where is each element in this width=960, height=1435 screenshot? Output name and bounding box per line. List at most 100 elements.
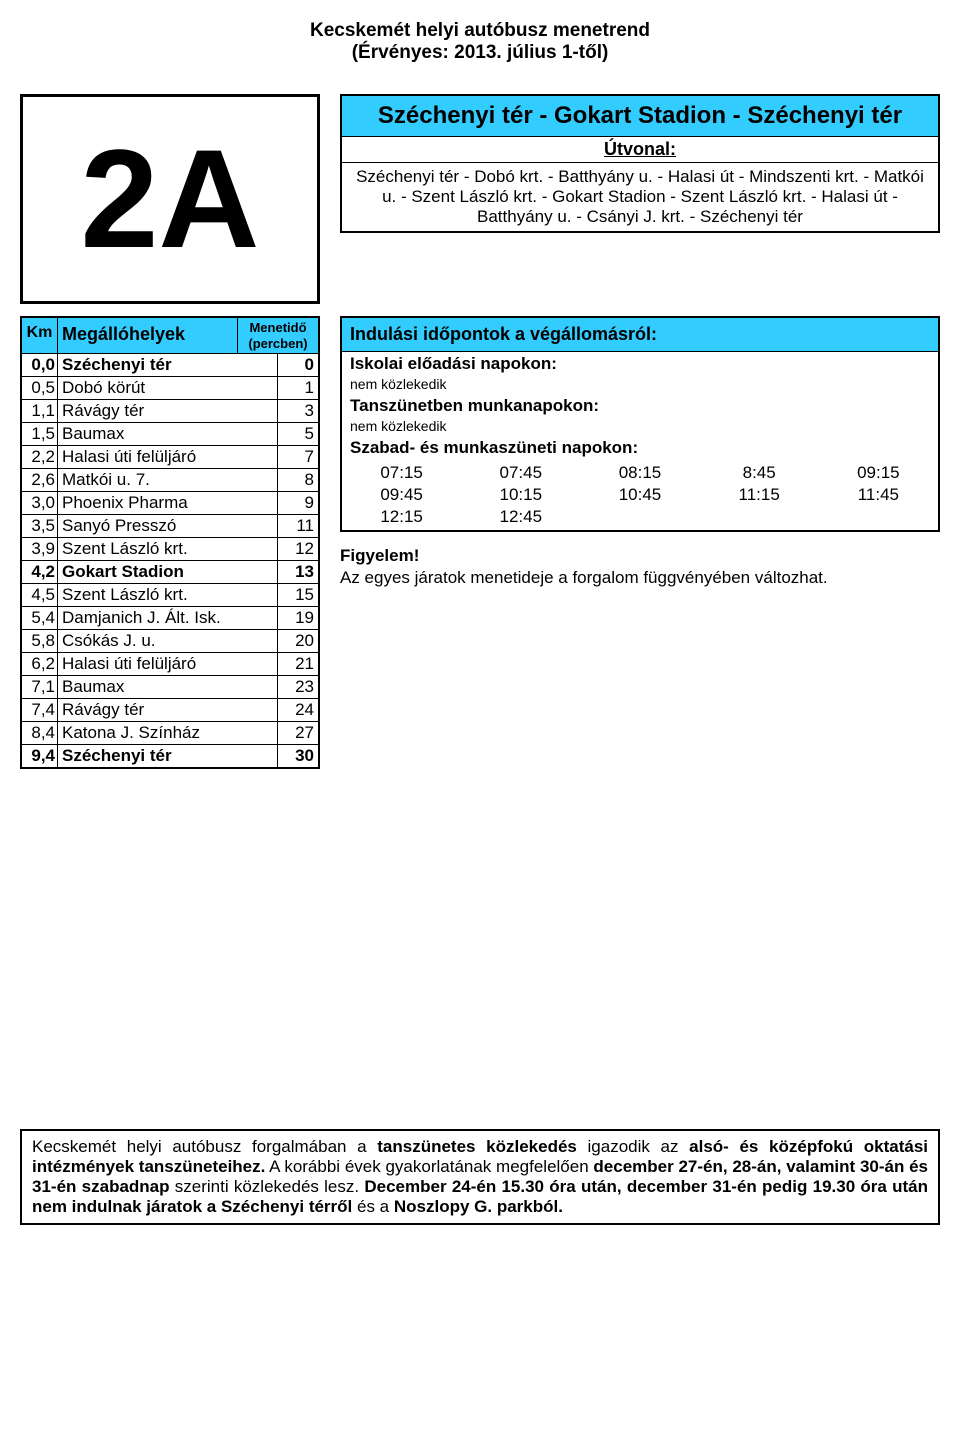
table-row: 3,9Szent László krt.12 xyxy=(22,538,318,561)
table-row: 7,1Baumax23 xyxy=(22,676,318,699)
page-title: Kecskemét helyi autóbusz menetrend (Érvé… xyxy=(20,20,940,64)
time-cell: 23 xyxy=(278,676,318,698)
route-info-box: Széchenyi tér - Gokart Stadion - Széchen… xyxy=(340,94,940,233)
km-cell: 0,5 xyxy=(22,377,58,399)
time-cell: 19 xyxy=(278,607,318,629)
table-row: 0,5Dobó körút1 xyxy=(22,377,318,400)
km-cell: 4,5 xyxy=(22,584,58,606)
time-value: 09:45 xyxy=(342,484,461,506)
departures-box: Indulási időpontok a végállomásról: Isko… xyxy=(340,316,940,532)
km-cell: 5,8 xyxy=(22,630,58,652)
footer-text: Kecskemét helyi autóbusz forgalmában a xyxy=(32,1137,377,1156)
km-cell: 7,1 xyxy=(22,676,58,698)
time-value: 09:15 xyxy=(819,462,938,484)
table-row: 6,2Halasi úti felüljáró21 xyxy=(22,653,318,676)
name-cell: Szent László krt. xyxy=(58,538,278,560)
table-row: 4,2Gokart Stadion13 xyxy=(22,561,318,584)
name-cell: Baumax xyxy=(58,423,278,445)
name-cell: Halasi úti felüljáró xyxy=(58,446,278,468)
km-header: Km xyxy=(22,318,58,353)
name-cell: Katona J. Színház xyxy=(58,722,278,744)
break-days-note: nem közlekedik xyxy=(342,418,938,436)
table-row: 2,6Matkói u. 7.8 xyxy=(22,469,318,492)
table-row: 9,4Széchenyi tér30 xyxy=(22,745,318,767)
time-value: 10:15 xyxy=(461,484,580,506)
km-cell: 9,4 xyxy=(22,745,58,767)
time-cell: 8 xyxy=(278,469,318,491)
km-cell: 5,4 xyxy=(22,607,58,629)
km-cell: 3,5 xyxy=(22,515,58,537)
footer-text3: A korábbi évek gyakorlatának megfelelően xyxy=(265,1157,593,1176)
table-row: 8,4Katona J. Színház27 xyxy=(22,722,318,745)
footer-bold5: Noszlopy G. parkból. xyxy=(394,1197,563,1216)
time-cell: 27 xyxy=(278,722,318,744)
time-value: 11:45 xyxy=(819,484,938,506)
name-cell: Dobó körút xyxy=(58,377,278,399)
time-value: 12:15 xyxy=(342,506,461,528)
holiday-days-label: Szabad- és munkaszüneti napokon: xyxy=(342,436,938,460)
km-cell: 2,6 xyxy=(22,469,58,491)
footer-bold1: tanszünetes közlekedés xyxy=(377,1137,577,1156)
table-row: 5,4Damjanich J. Ált. Isk.19 xyxy=(22,607,318,630)
name-cell: Széchenyi tér xyxy=(58,745,278,767)
table-row: 2,2Halasi úti felüljáró7 xyxy=(22,446,318,469)
time-cell: 15 xyxy=(278,584,318,606)
table-row: 3,5Sanyó Presszó11 xyxy=(22,515,318,538)
km-cell: 6,2 xyxy=(22,653,58,675)
name-cell: Halasi úti felüljáró xyxy=(58,653,278,675)
table-row: 0,0Széchenyi tér0 xyxy=(22,354,318,377)
notice-text: Az egyes járatok menetideje a forgalom f… xyxy=(340,568,940,588)
table-row: 7,4Rávágy tér24 xyxy=(22,699,318,722)
km-cell: 0,0 xyxy=(22,354,58,376)
time-cell: 11 xyxy=(278,515,318,537)
school-days-note: nem közlekedik xyxy=(342,376,938,394)
time-value: 10:45 xyxy=(580,484,699,506)
name-cell: Szent László krt. xyxy=(58,584,278,606)
name-cell: Rávágy tér xyxy=(58,699,278,721)
time-cell: 30 xyxy=(278,745,318,767)
km-cell: 1,5 xyxy=(22,423,58,445)
title-line2: (Érvényes: 2013. július 1-től) xyxy=(20,42,940,64)
name-cell: Rávágy tér xyxy=(58,400,278,422)
time-value: 07:45 xyxy=(461,462,580,484)
footer-text5: és a xyxy=(352,1197,394,1216)
time-value: 07:15 xyxy=(342,462,461,484)
km-cell: 7,4 xyxy=(22,699,58,721)
notice-box: Figyelem! Az egyes járatok menetideje a … xyxy=(340,546,940,588)
time-cell: 9 xyxy=(278,492,318,514)
name-header: Megállóhelyek xyxy=(58,318,238,353)
time-cell: 21 xyxy=(278,653,318,675)
time-value: 12:45 xyxy=(461,506,580,528)
break-days-label: Tanszünetben munkanapokon: xyxy=(342,394,938,418)
route-title: Széchenyi tér - Gokart Stadion - Széchen… xyxy=(342,96,938,137)
table-row: 1,1Rávágy tér3 xyxy=(22,400,318,423)
table-row: 5,8Csókás J. u.20 xyxy=(22,630,318,653)
table-row: 1,5Baumax5 xyxy=(22,423,318,446)
time-cell: 12 xyxy=(278,538,318,560)
footer-text2: igazodik az xyxy=(577,1137,689,1156)
title-line1: Kecskemét helyi autóbusz menetrend xyxy=(20,20,940,42)
km-cell: 8,4 xyxy=(22,722,58,744)
name-cell: Phoenix Pharma xyxy=(58,492,278,514)
table-row: 3,0Phoenix Pharma9 xyxy=(22,492,318,515)
time-cell: 3 xyxy=(278,400,318,422)
time-cell: 7 xyxy=(278,446,318,468)
time-value: 8:45 xyxy=(700,462,819,484)
time-cell: 20 xyxy=(278,630,318,652)
name-cell: Csókás J. u. xyxy=(58,630,278,652)
km-cell: 3,0 xyxy=(22,492,58,514)
route-utvonal-label: Útvonal: xyxy=(342,137,938,163)
route-description: Széchenyi tér - Dobó krt. - Batthyány u.… xyxy=(342,163,938,231)
km-cell: 3,9 xyxy=(22,538,58,560)
time-cell: 13 xyxy=(278,561,318,583)
time-value: 11:15 xyxy=(700,484,819,506)
footer-notice: Kecskemét helyi autóbusz forgalmában a t… xyxy=(20,1129,940,1225)
name-cell: Széchenyi tér xyxy=(58,354,278,376)
km-cell: 1,1 xyxy=(22,400,58,422)
name-cell: Gokart Stadion xyxy=(58,561,278,583)
name-cell: Baumax xyxy=(58,676,278,698)
holiday-times-grid: 07:1507:4508:158:4509:1509:4510:1510:451… xyxy=(342,460,938,530)
stops-header: Km Megállóhelyek Menetidő (percben) xyxy=(22,318,318,354)
km-cell: 4,2 xyxy=(22,561,58,583)
name-cell: Matkói u. 7. xyxy=(58,469,278,491)
